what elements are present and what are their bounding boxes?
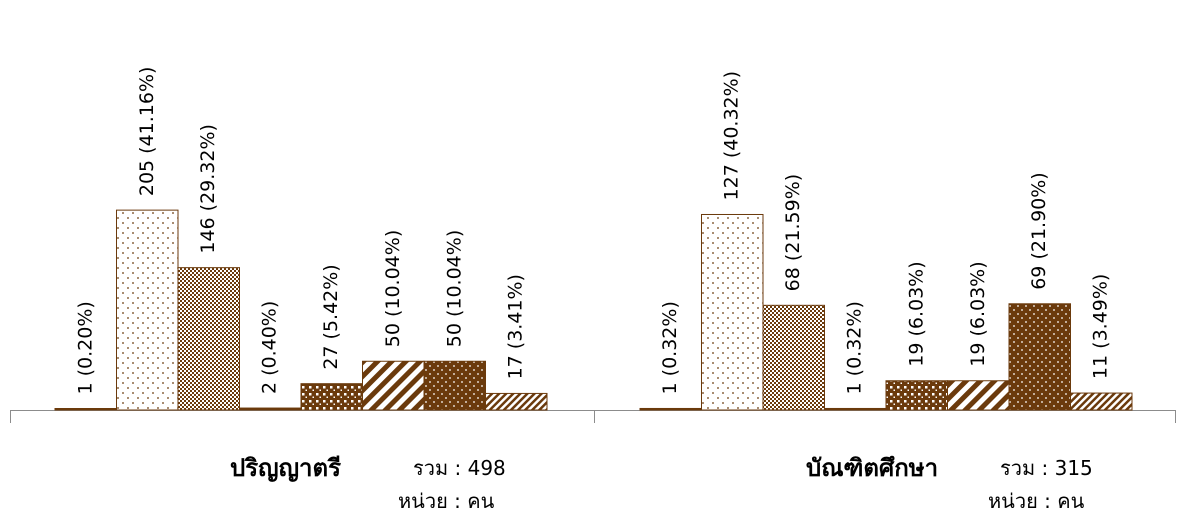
data-label-right-8: 11 (3.49%): [1090, 274, 1112, 379]
data-label-left-3: 146 (29.32%): [197, 124, 219, 254]
data-label-left-4: 2 (0.40%): [259, 301, 281, 394]
data-label-right-2: 127 (40.32%): [721, 71, 743, 201]
bar-right-8: [1070, 392, 1133, 411]
data-label-left-5: 27 (5.42%): [320, 264, 342, 369]
bar-left-6: [362, 360, 425, 411]
data-label-left-6: 50 (10.04%): [382, 230, 404, 348]
bar-right-4: [824, 407, 887, 411]
bar-right-6: [947, 380, 1010, 411]
chart-right-unit: หน่วย : คน: [988, 489, 1085, 513]
bar-left-1: [54, 408, 117, 411]
data-label-right-5: 19 (6.03%): [905, 261, 927, 366]
chart-left-group-name: ปริญญาตรี: [230, 454, 341, 482]
data-label-left-8: 17 (3.41%): [505, 274, 527, 379]
bar-right-2: [701, 213, 764, 411]
chart-left-unit: หน่วย : คน: [398, 489, 495, 513]
data-label-right-6: 19 (6.03%): [967, 261, 989, 366]
chart-right-bars: [639, 213, 1133, 411]
bar-right-5: [885, 380, 948, 411]
chart-right-data-labels: 1 (0.32%) 127 (40.32%) 68 (21.59%) 1 (0.32%…: [659, 71, 1112, 395]
data-label-right-1: 1 (0.32%): [659, 301, 681, 394]
bar-left-7: [423, 360, 486, 411]
bar-left-5: [300, 383, 363, 411]
bar-right-7: [1008, 303, 1071, 411]
data-label-left-1: 1 (0.20%): [74, 301, 96, 394]
bar-left-4: [239, 407, 302, 411]
data-label-right-4: 1 (0.32%): [844, 301, 866, 394]
data-label-left-2: 205 (41.16%): [136, 67, 158, 197]
data-label-right-7: 69 (21.90%): [1028, 172, 1050, 290]
bar-left-2: [116, 209, 179, 411]
chart-left-data-labels: 1 (0.20%) 205 (41.16%) 146 (29.32%) 2 (0.40…: [74, 67, 527, 395]
bar-right-3: [762, 304, 825, 411]
bar-right-1: [639, 407, 702, 411]
chart-left-total: รวม : 498: [413, 456, 506, 480]
chart-right-axis: [594, 410, 1176, 423]
data-label-left-7: 50 (10.04%): [443, 230, 465, 348]
chart-right-group-name: บัณฑิตศึกษา: [806, 454, 939, 482]
chart-left-axis: [10, 410, 595, 423]
data-label-right-3: 68 (21.59%): [782, 174, 804, 292]
bar-left-8: [485, 392, 548, 411]
chart-right-total: รวม : 315: [1000, 456, 1093, 480]
bar-left-3: [177, 267, 240, 411]
chart-left-bars: [54, 209, 548, 411]
